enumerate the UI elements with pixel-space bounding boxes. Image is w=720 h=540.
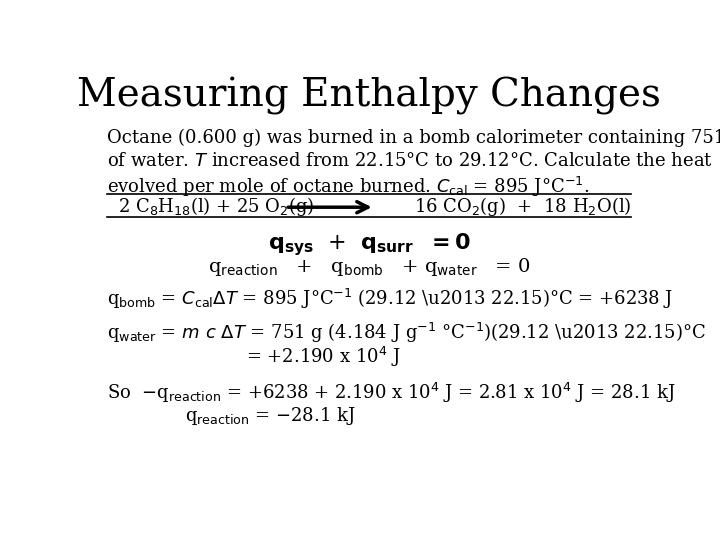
- Text: q$_\mathrm{reaction}$   +   q$_\mathrm{bomb}$   + q$_\mathrm{water}$   = 0: q$_\mathrm{reaction}$ + q$_\mathrm{bomb}…: [208, 256, 530, 278]
- Text: q$_\mathrm{reaction}$ = $-$28.1 kJ: q$_\mathrm{reaction}$ = $-$28.1 kJ: [185, 405, 356, 427]
- Text: So  $-$q$_\mathrm{reaction}$ = +6238 + 2.190 x 10$^4$ J = 2.81 x 10$^4$ J = 28.1: So $-$q$_\mathrm{reaction}$ = +6238 + 2.…: [107, 381, 675, 405]
- Text: of water. $\it{T}$ increased from 22.15°C to 29.12°C. Calculate the heat: of water. $\it{T}$ increased from 22.15°…: [107, 152, 713, 170]
- Text: q$_\mathrm{bomb}$ = $C_\mathrm{cal}\Delta T$ = 895 J°C$^{-1}$ (29.12 \u2013 22.1: q$_\mathrm{bomb}$ = $C_\mathrm{cal}\Delt…: [107, 287, 673, 312]
- Text: q$_\mathrm{water}$ = $m\ c\ \Delta T$ = 751 g (4.184 J g$^{-1}$ °C$^{-1}$)(29.12: q$_\mathrm{water}$ = $m\ c\ \Delta T$ = …: [107, 321, 706, 345]
- Text: 2 C$_8$H$_{18}$(l) + 25 O$_2$(g): 2 C$_8$H$_{18}$(l) + 25 O$_2$(g): [118, 195, 315, 218]
- Text: Measuring Enthalpy Changes: Measuring Enthalpy Changes: [77, 77, 661, 115]
- Text: evolved per mole of octane burned. $C_\mathrm{cal}$ = 895 J°C$^{-1}$.: evolved per mole of octane burned. $C_\m…: [107, 175, 589, 199]
- Text: = +2.190 x 10$^4$ J: = +2.190 x 10$^4$ J: [246, 345, 401, 369]
- Text: 16 CO$_2$(g)  +  18 H$_2$O(l): 16 CO$_2$(g) + 18 H$_2$O(l): [413, 195, 631, 218]
- Text: Octane (0.600 g) was burned in a bomb calorimeter containing 751 g: Octane (0.600 g) was burned in a bomb ca…: [107, 129, 720, 147]
- Text: $\mathbf{q_{sys}}$  +  $\mathbf{q_{surr}}$  $\mathbf{= 0}$: $\mathbf{q_{sys}}$ + $\mathbf{q_{surr}}$…: [268, 231, 470, 258]
